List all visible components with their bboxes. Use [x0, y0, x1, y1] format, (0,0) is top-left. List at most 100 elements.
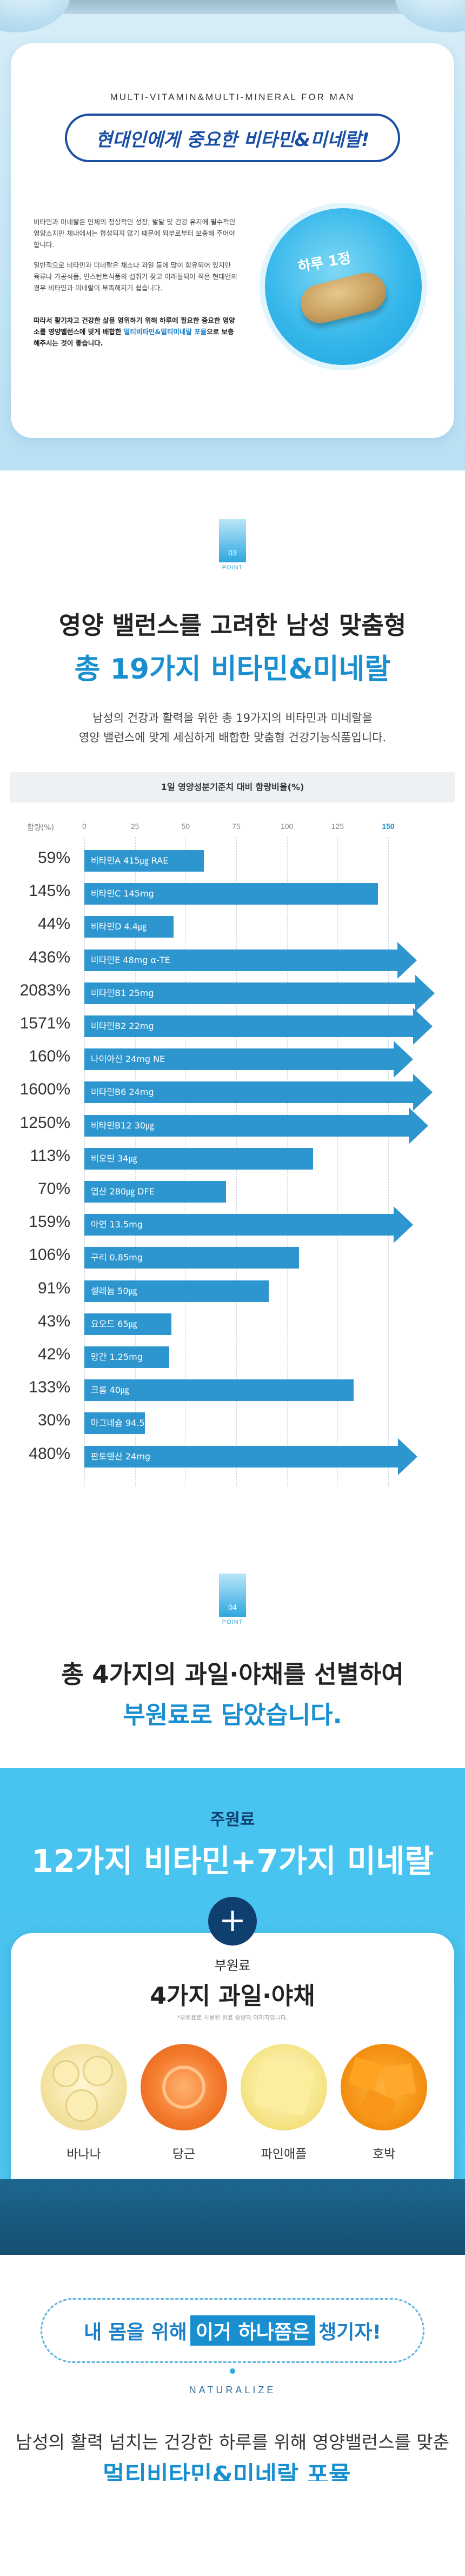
point4-section: 04 POINT 총 4가지의 과일·야채를 선별하여 부원료로 담았습니다. … [0, 1530, 465, 2574]
chart-bar: 비타민B12 30㎍ [84, 1114, 409, 1137]
top-strip [0, 0, 465, 14]
intro-paragraph-3: 따라서 활기차고 건강한 삶을 영위하기 위해 하루에 필요한 중요한 영양소를… [34, 315, 239, 349]
decor-bubble-left [0, 0, 70, 32]
bottom-title-clipped: 멀티비타민&미네랄 포뮬 [103, 2459, 362, 2481]
chart-tick-label: 100 [280, 822, 294, 831]
chart-percent-label: 159% [29, 1213, 70, 1231]
chart-bar: 판토텐산 24mg [84, 1445, 398, 1468]
chart-overflow-arrow [413, 1074, 433, 1111]
pumpkin-image [341, 2044, 427, 2130]
chart-title: 1일 영양성분기준치 대비 함량비율(%) [10, 772, 455, 802]
chart-percent-label: 1571% [19, 1014, 70, 1032]
chart-bar: 비타민C 145mg [84, 883, 378, 905]
chart-tick-label: 150 [382, 822, 395, 831]
point3-desc-1: 남성의 건강과 활력을 위한 총 19가지의 비타민과 미네랄을 [92, 712, 373, 725]
pill-illustration: 하루 1정 [265, 208, 422, 365]
fruit-banana: 바나나 [38, 2044, 130, 2162]
point3-label: POINT [222, 565, 243, 571]
bottom-title: 멀티비타민&미네랄 포뮬 [103, 2461, 351, 2481]
slogan-a: 내 몸을 위해 [84, 2321, 187, 2343]
chart-percent-label: 42% [37, 1345, 70, 1363]
fruit-name-pineapple: 파인애플 [261, 2147, 307, 2161]
intro-paragraph-2: 일반적으로 비타민과 미네랄은 채소나 과일 등에 많이 함유되어 있지만 육류… [34, 261, 237, 292]
chart-percent-label: 2083% [19, 981, 70, 999]
ingredients-band: 주원료 12가지 비타민+7가지 미네랄 부원료 4가지 과일·야채 *부원료로… [0, 1768, 465, 2236]
chart-percent-label: 145% [29, 882, 70, 900]
chart-percent-label: 59% [37, 849, 70, 867]
point4-label: POINT [222, 1619, 243, 1625]
point3-section: 03 POINT 영양 밸런스를 고려한 남성 맞춤형 총 19가지 비타민&미… [0, 470, 465, 1530]
point3-desc-2: 영양 밸런스에 맞게 세심하게 배합한 맞춤형 건강기능식품입니다. [78, 731, 387, 744]
chart-percent-label: 113% [30, 1146, 70, 1165]
chart-percent-label: 44% [37, 915, 70, 933]
chart-bar: 비타민B1 25mg [84, 982, 415, 1004]
decor-bubble-right [395, 0, 465, 32]
dose-label: 하루 1정 [296, 250, 353, 276]
chart-percent-label: 1600% [19, 1080, 70, 1099]
sub-ingredient-label: 부원료 [214, 1958, 251, 1973]
intro-paragraph-1: 비타민과 미네랄은 인체의 정상적인 성장, 발달 및 건강 유지에 필수적인 … [34, 218, 236, 249]
bottom-text: 남성의 활력 넘치는 건강한 하루를 위해 영양밸런스를 맞춘 [15, 2432, 450, 2453]
main-ingredient-label: 주원료 [210, 1810, 255, 1829]
point4-number: 04 [219, 1574, 246, 1617]
chart-percent-label: 70% [37, 1180, 70, 1198]
chart-tick-label: 125 [331, 822, 344, 831]
point3-badge: 03 POINT [219, 519, 246, 571]
chart-gridline [337, 837, 338, 1486]
point3-headline-blue: 총 19가지 비타민&미네랄 [74, 653, 391, 686]
chart-axis-label: 함량(%) [27, 824, 54, 832]
chart-bar: 비타민B6 24mg [84, 1081, 414, 1104]
chart-percent-label: 480% [29, 1444, 70, 1463]
chart-tick-label: 75 [232, 822, 241, 831]
chart-bar: 셀레늄 50㎍ [84, 1280, 269, 1302]
point3-number: 03 [219, 519, 246, 562]
chart-bar: 비오틴 34㎍ [84, 1147, 314, 1170]
dark-band [0, 2179, 465, 2255]
chart-bar: 비타민B2 22mg [84, 1015, 413, 1037]
carrot-image [141, 2044, 227, 2130]
plus-icon: + [208, 1897, 257, 1946]
chart-percent-label: 30% [37, 1411, 70, 1430]
chart-gridline [388, 837, 389, 1486]
chart-bar: 나이아신 24mg NE [84, 1048, 394, 1071]
chart-overflow-arrow [394, 1041, 414, 1078]
pineapple-image [241, 2044, 327, 2130]
chart-overflow-arrow [398, 1438, 418, 1475]
intro-tagline: MULTI-VITAMIN&MULTI-MINERAL FOR MAN [110, 92, 355, 102]
chart-overflow-arrow [408, 1107, 428, 1144]
point4-headline-blue: 부원료로 담았습니다. [123, 1701, 342, 1729]
sub-ingredient-note: *부원료로 사용된 원료 중량의 이미지입니다. [177, 2014, 288, 2021]
intro-paragraph-3-highlight: 멀티비타민&멀티미네랄 포뮬 [123, 328, 207, 336]
point4-badge: 04 POINT [219, 1574, 246, 1625]
fruit-name-carrot: 당근 [172, 2147, 196, 2161]
chart-percent-label: 133% [29, 1378, 70, 1397]
banana-image [41, 2044, 127, 2130]
chart-bar: 요오드 65㎍ [84, 1313, 172, 1335]
sub-ingredient-title: 4가지 과일·야채 [150, 1982, 315, 2010]
intro-title: 현대인에게 중요한 비타민&미네랄! [65, 114, 400, 162]
naturalize-label: NATURALIZE [189, 2385, 276, 2395]
chart-bar: 엽산 280㎍ DFE [84, 1181, 227, 1203]
chart-bar: 비타민D 4.4㎍ [84, 916, 174, 938]
chart-overflow-arrow [397, 941, 417, 979]
chart-percent-label: 436% [29, 948, 70, 966]
chart-overflow-arrow [394, 1206, 414, 1244]
intro-section: MULTI-VITAMIN&MULTI-MINERAL FOR MAN 현대인에… [0, 0, 465, 470]
chart-percent-label: 106% [29, 1246, 70, 1264]
chart-overflow-arrow [415, 974, 435, 1012]
slogan-box: 내 몸을 위해 이거 하나쯤은 챙기자! [41, 2298, 424, 2363]
nutrient-chart: 1일 영양성분기준치 대비 함량비율(%) 함량(%) 0 25 50 75 100 12… [10, 772, 455, 1491]
point4-headline: 총 4가지의 과일·야채를 선별하여 [61, 1660, 404, 1689]
fruit-pumpkin: 호박 [338, 2044, 430, 2162]
chart-bar: 망간 1.25mg [84, 1346, 170, 1368]
main-ingredient-title: 12가지 비타민+7가지 미네랄 [31, 1843, 434, 1880]
intro-paragraph-3-b: 으로 보충해주시는 것이 좋습니다. [34, 328, 234, 347]
chart-bar: 비타민A 415㎍ RAE [84, 850, 204, 872]
chart-bar: 크롬 40㎍ [84, 1379, 354, 1402]
chart-tick-label: 0 [82, 822, 87, 831]
chart-overflow-arrow [413, 1008, 433, 1045]
connector-dot [230, 2368, 235, 2374]
chart-percent-label: 1250% [19, 1113, 70, 1132]
chart-tick-label: 25 [130, 822, 140, 831]
chart-tick-label: 50 [181, 822, 190, 831]
